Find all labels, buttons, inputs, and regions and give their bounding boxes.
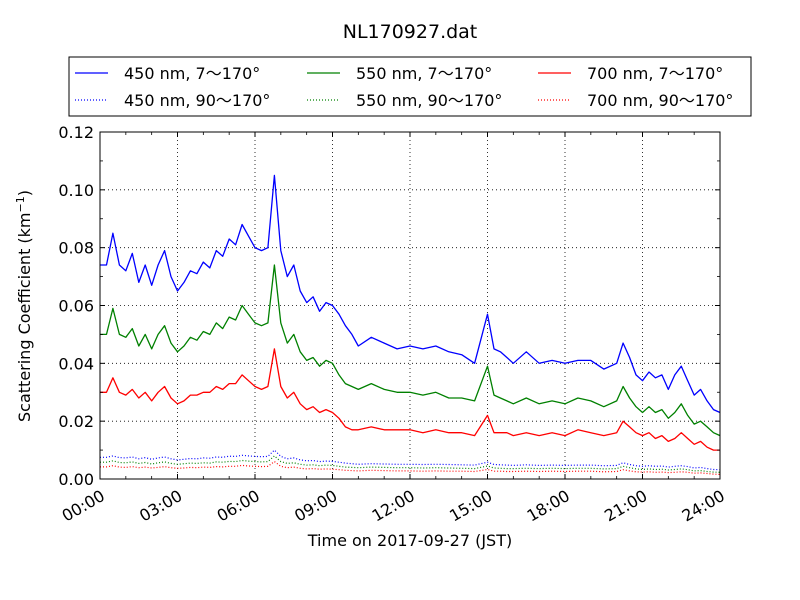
y-tick-label: 0.04	[58, 354, 94, 373]
legend-label: 700 nm, 90～170°	[587, 91, 733, 110]
legend-frame	[68, 56, 752, 117]
x-axis-label: Time on 2017-09-27 (JST)	[307, 531, 512, 550]
y-axis-label-close: )	[15, 190, 34, 196]
series-line-550-nm-7-170-solid	[100, 264, 721, 437]
y-tick-label: 0.06	[58, 297, 94, 316]
legend-label: 550 nm, 7～170°	[356, 64, 492, 83]
series-line-550-nm-90-170-dotted	[100, 455, 721, 473]
axis-ticks	[99, 131, 721, 480]
y-tick-label: 0.12	[58, 123, 94, 142]
series-layer	[100, 174, 721, 475]
y-axis-label-unit-exponent: −1	[14, 196, 27, 212]
y-tick-label: 0.02	[58, 412, 94, 431]
y-tick-label: 0.08	[58, 239, 94, 258]
series-line-700-nm-90-170-dotted	[100, 461, 721, 475]
series-line-450-nm-7-170-solid	[100, 174, 721, 414]
legend-label: 450 nm, 7～170°	[124, 64, 260, 83]
legend-items: 450 nm, 7～170° 550 nm, 7～170° 700 nm, 7～17…	[75, 64, 733, 110]
series-line-700-nm-7-170-solid	[100, 348, 720, 451]
y-tick-label: 0.00	[58, 470, 94, 489]
plot-area	[99, 131, 721, 480]
chart-title: NL170927.dat	[343, 21, 478, 43]
y-tick-labels: 0.00 0.02 0.04 0.06 0.08 0.10 0.12	[58, 123, 94, 489]
series-line-450-nm-90-170-dotted	[100, 449, 721, 471]
y-axis-label: Scattering Coefficient (km−1)	[14, 190, 34, 422]
legend-label: 550 nm, 90～170°	[356, 91, 502, 110]
y-axis-label-main: Scattering Coefficient (km	[15, 212, 34, 422]
y-tick-label: 0.10	[58, 181, 94, 200]
legend-label: 700 nm, 7～170°	[587, 64, 723, 83]
legend: 450 nm, 7～170° 550 nm, 7～170° 700 nm, 7～17…	[68, 56, 752, 117]
legend-label: 450 nm, 90～170°	[124, 91, 270, 110]
